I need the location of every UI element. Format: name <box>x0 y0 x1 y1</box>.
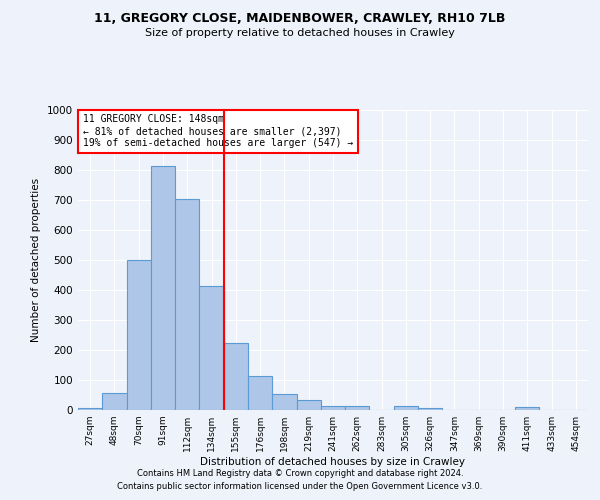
Text: Size of property relative to detached houses in Crawley: Size of property relative to detached ho… <box>145 28 455 38</box>
X-axis label: Distribution of detached houses by size in Crawley: Distribution of detached houses by size … <box>200 457 466 467</box>
Bar <box>102 393 127 410</box>
Y-axis label: Number of detached properties: Number of detached properties <box>31 178 41 342</box>
Text: Contains public sector information licensed under the Open Government Licence v3: Contains public sector information licen… <box>118 482 482 491</box>
Bar <box>175 198 199 410</box>
Bar <box>345 406 370 410</box>
Bar <box>394 406 418 410</box>
Bar <box>321 406 345 410</box>
Bar <box>272 394 296 410</box>
Bar <box>248 376 272 410</box>
Bar <box>224 342 248 410</box>
Bar <box>127 260 151 410</box>
Text: 11, GREGORY CLOSE, MAIDENBOWER, CRAWLEY, RH10 7LB: 11, GREGORY CLOSE, MAIDENBOWER, CRAWLEY,… <box>94 12 506 26</box>
Bar <box>515 407 539 410</box>
Bar <box>296 400 321 410</box>
Bar <box>78 408 102 410</box>
Bar <box>199 286 224 410</box>
Bar <box>151 166 175 410</box>
Bar <box>418 408 442 410</box>
Text: Contains HM Land Registry data © Crown copyright and database right 2024.: Contains HM Land Registry data © Crown c… <box>137 468 463 477</box>
Text: 11 GREGORY CLOSE: 148sqm
← 81% of detached houses are smaller (2,397)
19% of sem: 11 GREGORY CLOSE: 148sqm ← 81% of detach… <box>83 114 353 148</box>
